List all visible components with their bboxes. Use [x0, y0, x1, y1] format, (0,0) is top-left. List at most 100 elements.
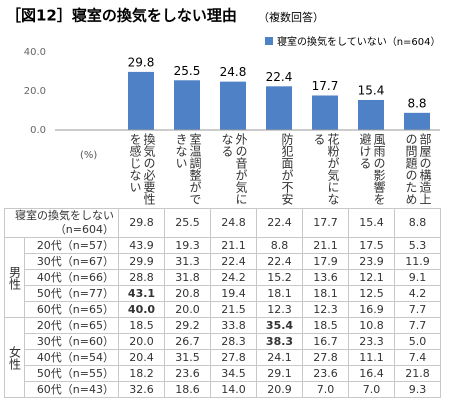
cell: 31.5 — [164, 349, 211, 366]
legend-swatch — [265, 37, 273, 45]
category-label: 風雨の影響を避ける — [358, 133, 386, 205]
cell: 23.6 — [302, 365, 349, 382]
cell: 11.9 — [394, 253, 441, 270]
value-label: 29.8 — [128, 55, 155, 69]
cell: 7.4 — [394, 349, 441, 366]
cell: 33.8 — [210, 317, 257, 334]
cell: 12.3 — [302, 301, 349, 318]
table-row: 女性 20代（n=65） 18.5 29.2 33.8 35.4 18.5 10.8 7.7 — [4, 317, 441, 398]
group-label: 女性 — [4, 317, 25, 398]
cell: 19.3 — [164, 237, 211, 254]
cell: 18.2 — [118, 365, 165, 382]
category-label: 部屋の構造上の問題のため — [404, 133, 432, 205]
cell: 28.8 — [118, 269, 165, 286]
cell: 14.0 — [210, 381, 257, 398]
cell: 27.8 — [210, 349, 257, 366]
table-row: 男性 20代（n=57） 43.9 19.3 21.1 8.8 21.1 17.5 5.3 — [4, 237, 441, 318]
cell: 21.1 — [210, 237, 257, 254]
cell: 22.4 — [256, 208, 303, 238]
cell: 9.1 — [394, 269, 441, 286]
cell: 15.4 — [348, 208, 395, 238]
row-label: 20代（n=65） — [24, 317, 119, 334]
cell: 16.7 — [302, 333, 349, 350]
cell: 16.9 — [348, 301, 395, 318]
value-label: 15.4 — [358, 83, 385, 97]
category-label: 室温調整ができない — [174, 133, 202, 205]
table-row: 60代（n=65） 40.0 20.0 21.5 12.3 12.3 16.9 7.7 — [5, 301, 441, 318]
cell: 12.3 — [256, 301, 303, 318]
cell: 43.9 — [118, 237, 165, 254]
chart: ［図12］寝室の換気をしない理由 （複数回答） (%) 0.0 20.0 40.0 寝… — [6, 7, 441, 162]
cell: 24.1 — [256, 349, 303, 366]
bar — [312, 95, 338, 130]
cell: 34.5 — [210, 365, 257, 382]
row-label: 30代（n=60） — [24, 333, 119, 350]
category-label: 外の音が気になる — [220, 133, 248, 205]
title: ［図12］寝室の換気をしない理由 — [6, 7, 237, 25]
cell: 29.1 — [256, 365, 303, 382]
y-tick-label: 40.0 — [24, 47, 46, 58]
cell: 25.5 — [164, 208, 211, 238]
cell: 28.3 — [210, 333, 257, 350]
bar — [128, 71, 154, 130]
bar — [358, 99, 384, 130]
value-label: 8.8 — [407, 96, 426, 110]
row-label: 60代（n=65） — [24, 301, 119, 318]
value-label: 25.5 — [174, 64, 201, 78]
cell: 20.4 — [118, 349, 165, 366]
cell: 24.8 — [210, 208, 257, 238]
cell: 12.5 — [348, 285, 395, 302]
bar — [404, 112, 430, 130]
total-row: 寝室の換気をしない（n=604） 29.8 25.5 24.8 22.4 17.7 15.4… — [4, 208, 441, 238]
row-label: 40代（n=54） — [24, 349, 119, 366]
cell: 21.8 — [394, 365, 441, 382]
table-row: 60代（n=43） 32.6 18.6 14.0 20.9 7.0 7.0 9.3 — [5, 381, 441, 398]
cell: 17.9 — [302, 253, 349, 270]
cell: 12.1 — [348, 269, 395, 286]
cell: 29.2 — [164, 317, 211, 334]
cell: 38.3 — [256, 333, 303, 350]
row-label: 30代（n=67） — [24, 253, 119, 270]
cell: 19.4 — [210, 285, 257, 302]
bar — [174, 80, 200, 130]
cell: 16.4 — [348, 365, 395, 382]
data-table: 寝室の換気をしない（n=604） 29.8 25.5 24.8 22.4 17.7 15.4… — [4, 208, 441, 398]
cell: 5.3 — [394, 237, 441, 254]
bar — [220, 81, 246, 130]
group-label: 男性 — [4, 237, 25, 318]
cell: 20.0 — [164, 301, 211, 318]
table-row: 50代（n=77） 43.1 20.8 19.4 18.1 18.1 12.5 4.2 — [5, 285, 441, 302]
table-row: 30代（n=60） 20.0 26.7 28.3 38.3 16.7 23.3 5.0 — [5, 333, 441, 350]
row-label: 50代（n=77） — [24, 285, 119, 302]
cell: 4.2 — [394, 285, 441, 302]
cell: 26.7 — [164, 333, 211, 350]
value-label: 17.7 — [312, 79, 339, 93]
cell: 17.7 — [302, 208, 349, 238]
cell: 18.5 — [302, 317, 349, 334]
cell: 40.0 — [118, 301, 165, 318]
table-row: 30代（n=67） 29.9 31.3 22.4 22.4 17.9 23.9 11.9 — [5, 253, 441, 270]
legend-label: 寝室の換気をしていない（n=604） — [277, 35, 441, 48]
unit-label: (%) — [80, 150, 97, 161]
y-tick-label: 0.0 — [30, 125, 46, 136]
row-label: 60代（n=43） — [24, 381, 119, 398]
cell: 20.8 — [164, 285, 211, 302]
cell: 5.0 — [394, 333, 441, 350]
cell: 7.0 — [348, 381, 395, 398]
table-row: 50代（n=55） 18.2 23.6 34.5 29.1 23.6 16.4 21.8 — [5, 365, 441, 382]
row-label: 40代（n=66） — [24, 269, 119, 286]
cell: 18.1 — [256, 285, 303, 302]
subtitle: （複数回答） — [258, 10, 324, 24]
cell: 11.1 — [348, 349, 395, 366]
cell: 22.4 — [210, 253, 257, 270]
category-label: 防犯面が不安 — [280, 133, 294, 205]
y-tick-label: 20.0 — [24, 86, 46, 97]
cell: 13.6 — [302, 269, 349, 286]
table-row: 40代（n=66） 28.8 31.8 24.2 15.2 13.6 12.1 9.1 — [5, 269, 441, 286]
category-label: 換気の必要性を感じない — [128, 133, 156, 205]
cell: 10.8 — [348, 317, 395, 334]
cell: 9.3 — [394, 381, 441, 398]
cell: 23.9 — [348, 253, 395, 270]
cell: 29.9 — [118, 253, 165, 270]
